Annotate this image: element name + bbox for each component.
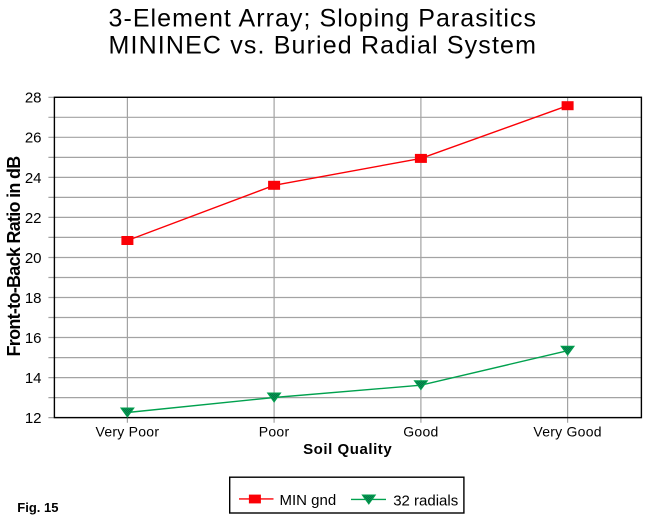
svg-text:12: 12	[25, 410, 42, 427]
svg-text:14: 14	[25, 370, 42, 387]
svg-text:Good: Good	[403, 423, 438, 439]
svg-text:16: 16	[25, 330, 42, 347]
svg-text:18: 18	[25, 290, 42, 307]
svg-text:Fig. 15: Fig. 15	[17, 500, 58, 515]
svg-text:24: 24	[25, 170, 42, 187]
svg-text:Very Good: Very Good	[533, 423, 601, 439]
svg-text:26: 26	[25, 130, 42, 147]
svg-text:32 radials: 32 radials	[393, 493, 458, 510]
svg-text:MIN gnd: MIN gnd	[280, 492, 337, 509]
svg-text:28: 28	[25, 90, 42, 107]
svg-text:22: 22	[25, 210, 42, 227]
svg-text:3-Element Array; Sloping Paras: 3-Element Array; Sloping Parasitics	[109, 5, 538, 33]
svg-text:MININEC vs. Buried Radial Syst: MININEC vs. Buried Radial System	[109, 32, 538, 60]
svg-text:Soil Quality: Soil Quality	[303, 441, 392, 458]
svg-text:20: 20	[25, 250, 42, 267]
svg-text:Poor: Poor	[259, 423, 290, 439]
svg-text:Front-to-Back Ratio in dB: Front-to-Back Ratio in dB	[4, 156, 24, 357]
svg-text:Very Poor: Very Poor	[96, 423, 160, 439]
